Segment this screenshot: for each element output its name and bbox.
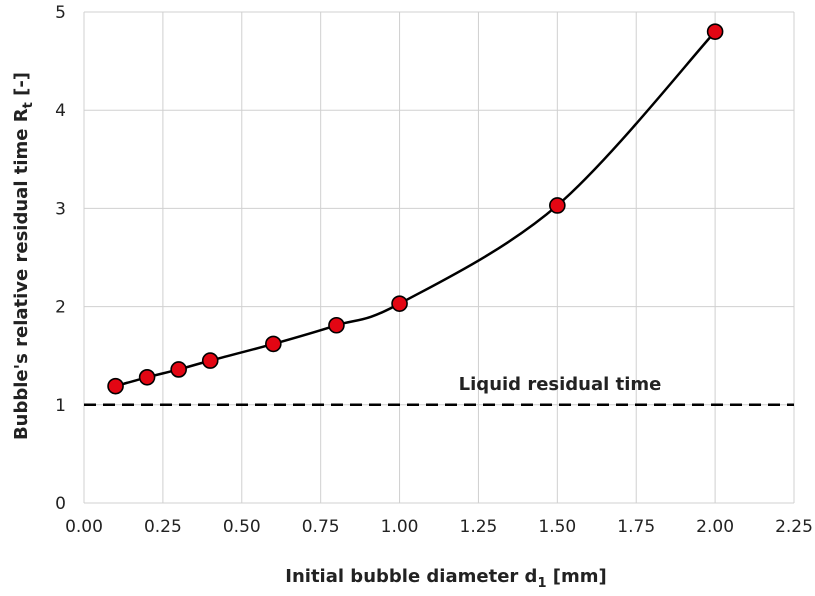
y-tick-label: 0 [55,494,66,514]
data-point [107,377,124,395]
x-tick-label: 0.25 [144,517,182,537]
data-point [706,23,724,40]
y-tick-labels: 0 1 2 3 4 5 [55,3,66,514]
x-tick-label: 1.25 [460,517,498,537]
data-point [391,295,408,312]
data-point [170,361,187,378]
x-tick-labels: 0.00 0.25 0.50 0.75 1.00 1.25 1.50 1.75 2.00 2.25 [65,517,813,537]
x-tick-label: 2.25 [775,517,813,537]
y-tick-label: 2 [55,298,66,318]
y-tick-label: 1 [55,396,66,416]
data-point [201,352,219,369]
series-group [107,23,724,395]
data-point [138,369,156,386]
y-axis-title: Bubble's relative residual time Rt [-] [11,72,36,440]
data-point [549,197,566,214]
x-axis-title: Initial bubble diameter d1 [mm] [285,566,606,591]
data-point [328,316,345,334]
grid [83,11,795,504]
x-tick-label: 0.50 [223,517,261,537]
y-tick-label: 5 [55,3,66,23]
data-point [265,335,282,353]
x-tick-label: 0.75 [302,517,340,537]
reference-line-label: Liquid residual time [459,374,662,395]
x-tick-label: 2.00 [696,517,734,537]
x-tick-label: 1.00 [381,517,419,537]
x-tick-label: 1.75 [617,517,655,537]
y-tick-label: 4 [55,101,66,121]
x-tick-label: 0.00 [65,517,103,537]
y-tick-label: 3 [55,199,66,219]
x-tick-label: 1.50 [538,517,576,537]
series-line [115,30,717,388]
